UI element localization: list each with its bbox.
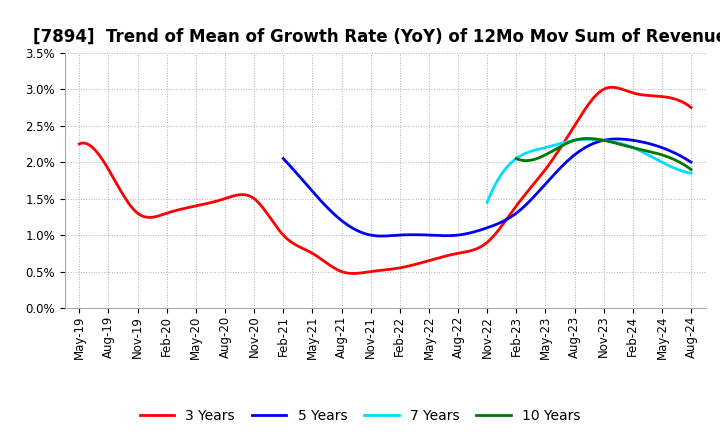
3 Years	[366, 269, 375, 274]
7 Years	[683, 169, 691, 175]
3 Years	[675, 98, 683, 103]
3 Years	[348, 271, 357, 276]
5 Years	[615, 136, 624, 142]
7 Years	[687, 170, 696, 176]
7 Years	[581, 137, 590, 142]
10 Years	[616, 142, 625, 147]
10 Years	[512, 156, 521, 161]
Legend: 3 Years, 5 Years, 7 Years, 10 Years: 3 Years, 5 Years, 7 Years, 10 Years	[134, 403, 586, 429]
3 Years	[441, 254, 449, 259]
Line: 5 Years: 5 Years	[283, 139, 691, 236]
5 Years	[612, 136, 621, 142]
7 Years	[650, 156, 659, 161]
7 Years	[483, 200, 492, 205]
5 Years	[279, 156, 287, 161]
10 Years	[607, 139, 616, 145]
10 Years	[683, 164, 691, 169]
7 Years	[593, 137, 602, 142]
10 Years	[583, 136, 592, 141]
3 Years	[687, 105, 696, 110]
Line: 7 Years: 7 Years	[487, 139, 691, 202]
7 Years	[584, 137, 593, 142]
3 Years	[408, 263, 416, 268]
7 Years	[605, 139, 613, 144]
Line: 10 Years: 10 Years	[516, 139, 691, 169]
3 Years	[371, 268, 379, 274]
5 Years	[474, 228, 482, 234]
7 Years	[580, 137, 588, 142]
Line: 3 Years: 3 Years	[79, 87, 691, 273]
Title: [7894]  Trend of Mean of Growth Rate (YoY) of 12Mo Mov Sum of Revenues: [7894] Trend of Mean of Growth Rate (YoY…	[33, 28, 720, 46]
3 Years	[75, 141, 84, 147]
10 Years	[596, 137, 605, 143]
10 Years	[687, 167, 696, 172]
10 Years	[595, 137, 604, 142]
5 Years	[476, 227, 485, 233]
3 Years	[577, 111, 586, 117]
5 Years	[678, 154, 687, 160]
5 Years	[523, 202, 531, 207]
10 Years	[655, 152, 664, 157]
3 Years	[607, 84, 616, 90]
5 Years	[687, 160, 696, 165]
5 Years	[378, 233, 387, 238]
5 Years	[500, 218, 509, 223]
